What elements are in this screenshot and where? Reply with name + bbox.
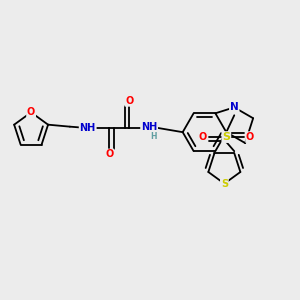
Text: O: O xyxy=(125,96,134,106)
Text: N: N xyxy=(230,102,239,112)
Text: S: S xyxy=(221,178,228,189)
Text: O: O xyxy=(27,107,35,117)
Text: O: O xyxy=(105,149,114,159)
Text: S: S xyxy=(222,132,230,142)
Text: NH: NH xyxy=(141,122,157,132)
Text: O: O xyxy=(198,132,207,142)
Text: NH: NH xyxy=(80,123,96,133)
Text: H: H xyxy=(150,132,156,141)
Text: O: O xyxy=(246,132,254,142)
